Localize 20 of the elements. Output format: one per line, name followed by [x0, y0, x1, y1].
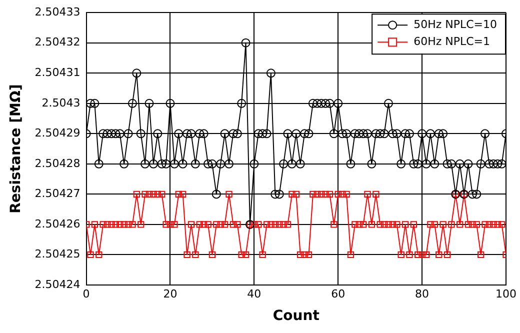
legend-label: 60Hz NPLC=1 — [414, 34, 490, 48]
y-tick-label: 2.50428 — [34, 156, 80, 170]
x-axis-title: Count — [272, 308, 320, 324]
legend-label: 50Hz NPLC=10 — [414, 18, 498, 31]
y-tick-label: 2.50433 — [34, 5, 80, 18]
x-tick-label: 60 — [331, 287, 346, 300]
y-tick-label: 2.50425 — [34, 248, 80, 261]
x-tick-label: 100 — [496, 287, 516, 300]
y-tick-label: 2.50424 — [34, 278, 80, 291]
x-tick-label: 20 — [163, 287, 178, 300]
y-tick-label: 2.50426 — [34, 217, 80, 230]
x-tick-label: 80 — [415, 287, 430, 300]
y-tick-label: 2.5043 — [42, 96, 80, 110]
y-tick-label: 2.50427 — [34, 187, 80, 200]
x-tick-label: 0 — [82, 287, 90, 300]
x-tick-label: 40 — [247, 287, 262, 300]
y-tick-label: 2.50432 — [34, 36, 80, 49]
y-tick-label: 2.50431 — [34, 66, 80, 79]
y-tick-label: 2.50429 — [34, 126, 80, 140]
y-axis-title: Resistance [MΩ] — [8, 84, 24, 214]
